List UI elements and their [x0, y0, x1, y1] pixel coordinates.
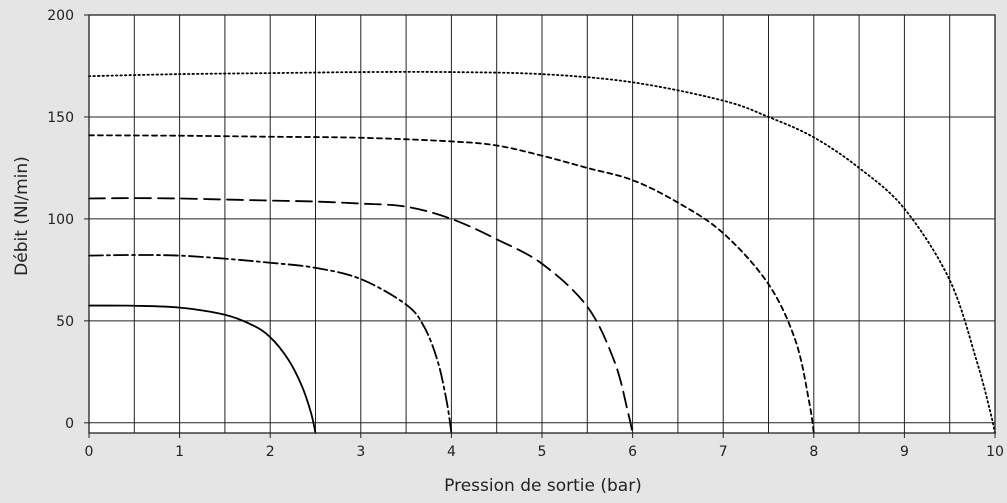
x-tick-label: 7 [719, 444, 728, 460]
y-tick-label: 150 [47, 110, 74, 126]
series-line-4 [88, 134, 815, 434]
data-series-group [88, 70, 996, 434]
grid [88, 14, 996, 433]
x-tick-label: 4 [447, 444, 456, 460]
x-tick-label: 2 [266, 444, 275, 460]
y-tick-label: 50 [56, 314, 74, 330]
x-tick-label: 9 [900, 444, 909, 460]
y-axis-label: Débit (Nl/min) [12, 156, 32, 276]
series-line-3 [88, 197, 634, 434]
x-tick-label: 6 [628, 444, 637, 460]
x-axis-label: Pression de sortie (bar) [444, 476, 642, 496]
x-tick-label: 8 [809, 444, 818, 460]
x-tick-label: 0 [85, 444, 94, 460]
series-line-1 [88, 304, 317, 434]
x-tick-label: 5 [538, 444, 547, 460]
y-tick-label: 200 [47, 8, 74, 24]
x-tick-label: 3 [356, 444, 365, 460]
x-tick-label: 10 [986, 444, 1004, 460]
y-tick-label: 100 [47, 212, 74, 228]
x-tick-label: 1 [175, 444, 184, 460]
series-line-5 [88, 70, 996, 434]
series-line-2 [88, 254, 453, 434]
y-tick-label: 0 [65, 416, 74, 432]
